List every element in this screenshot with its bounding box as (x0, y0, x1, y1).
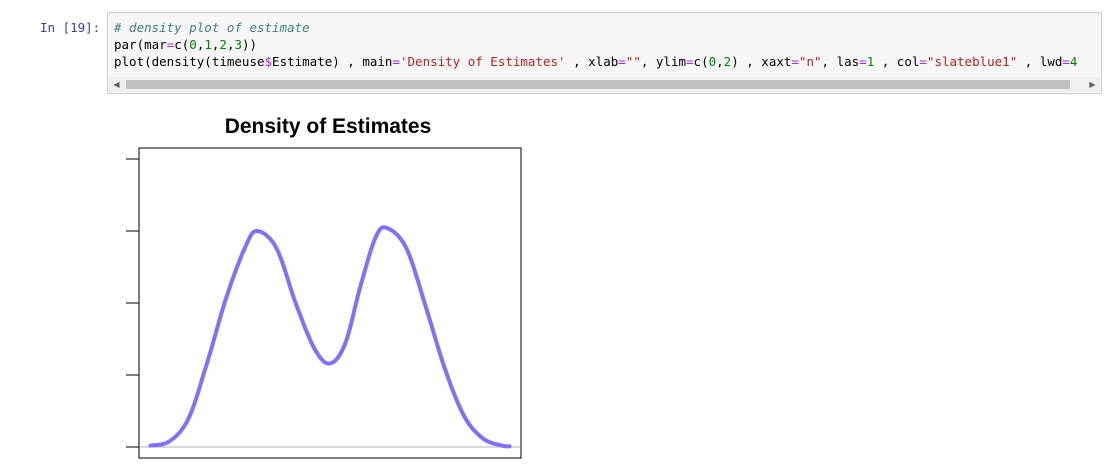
code-token: , ylim (640, 54, 687, 69)
code-line: par(mar=c(0,1,2,3)) (114, 36, 1077, 53)
code-token: = (392, 54, 400, 69)
code-token: 3 (234, 37, 242, 52)
chart-title: Density of Estimates (225, 115, 432, 138)
y-axis (126, 158, 140, 448)
horizontal-scrollbar[interactable]: ◀ ▶ (109, 77, 1100, 92)
code-token: 2 (723, 54, 732, 69)
code-cell-input[interactable]: # density plot of estimate par(mar=c(0,1,… (107, 12, 1102, 94)
code-token: , col (874, 54, 920, 69)
code-line: # density plot of estimate (114, 19, 1077, 36)
code-token: 1 (866, 54, 875, 69)
code-editor[interactable]: # density plot of estimate par(mar=c(0,1,… (114, 19, 1077, 70)
code-token: c( (174, 37, 190, 52)
code-token: 0 (189, 37, 197, 52)
code-token: = (791, 54, 799, 69)
code-token: 2 (219, 37, 227, 52)
code-token: , (716, 54, 724, 69)
code-token: par(mar (114, 37, 167, 52)
code-token: = (1062, 54, 1070, 69)
code-token: Estimate) , main (272, 54, 393, 69)
scroll-thumb[interactable] (126, 80, 1070, 89)
code-token: 0 (708, 54, 717, 69)
code-token: , (211, 37, 220, 52)
scroll-left-arrow-icon[interactable]: ◀ (113, 80, 120, 89)
code-token: , las (821, 54, 860, 69)
code-token: = (618, 54, 626, 69)
code-token: )) (242, 37, 258, 52)
code-token: , lwd (1017, 54, 1063, 69)
code-token: "" (625, 54, 641, 69)
code-token: 'Density of Estimates' (400, 54, 566, 69)
code-token: = (166, 37, 175, 52)
density-curve (148, 225, 512, 449)
prompt-label: In [19]: (40, 20, 101, 35)
code-token: = (919, 54, 927, 69)
code-token: = (859, 54, 867, 69)
code-token: , (226, 37, 235, 52)
plot-frame (138, 147, 522, 459)
code-token: $ (264, 54, 273, 69)
code-line: plot(density(timeuse$Estimate) , main='D… (114, 53, 1077, 70)
code-token: "n" (798, 54, 822, 69)
code-token: # density plot of estimate (114, 20, 310, 35)
code-token: , xlab (565, 54, 619, 69)
code-token: = (686, 54, 694, 69)
code-token: "slateblue1" (926, 54, 1018, 69)
code-token: plot(density(timeuse (114, 54, 265, 69)
code-token: 4 (1069, 54, 1078, 69)
code-token: 1 (204, 37, 212, 52)
code-token: c( (693, 54, 709, 69)
code-token: , (196, 37, 205, 52)
code-token: ) , xaxt (731, 54, 792, 69)
scroll-right-arrow-icon[interactable]: ▶ (1089, 80, 1096, 89)
